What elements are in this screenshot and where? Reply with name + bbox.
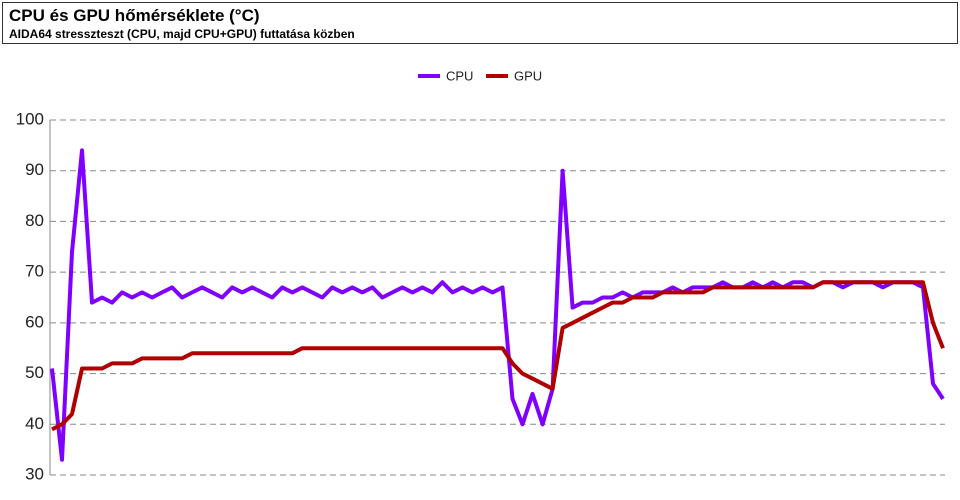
series-line bbox=[50, 148, 945, 462]
y-tick-label: 50 bbox=[25, 363, 44, 382]
y-tick-label: 30 bbox=[25, 464, 44, 483]
legend-label: GPU bbox=[514, 68, 542, 83]
series-line bbox=[51, 280, 945, 432]
y-tick-label: 60 bbox=[25, 312, 44, 331]
chart-title: CPU és GPU hőmérséklete (°C) bbox=[9, 6, 260, 25]
y-tick-label: 80 bbox=[25, 211, 44, 230]
chart-subtitle: AIDA64 stresszteszt (CPU, majd CPU+GPU) … bbox=[9, 27, 355, 41]
header: CPU és GPU hőmérséklete (°C) AIDA64 stre… bbox=[2, 2, 958, 44]
y-tick-label: 40 bbox=[25, 414, 44, 433]
legend-label: CPU bbox=[446, 68, 473, 83]
y-tick-label: 100 bbox=[16, 109, 44, 128]
y-tick-label: 90 bbox=[25, 160, 44, 179]
y-tick-label: 70 bbox=[25, 262, 44, 281]
